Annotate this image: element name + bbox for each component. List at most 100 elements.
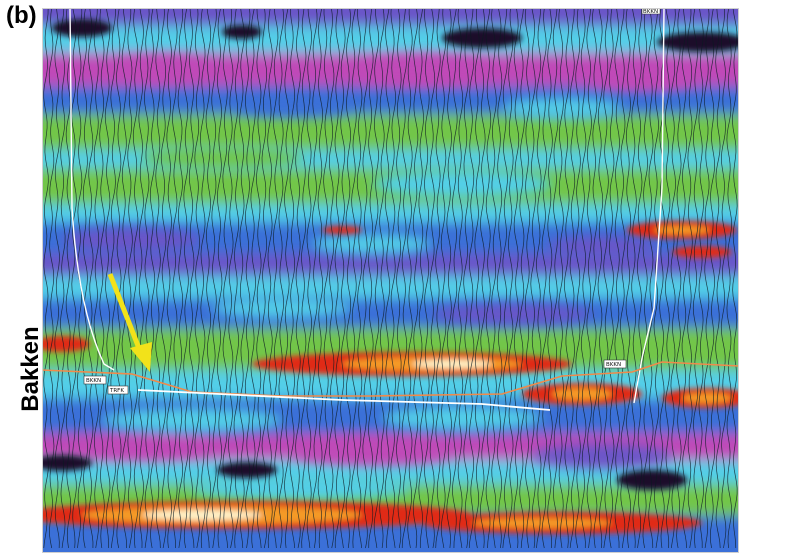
formation-label-text: Bakken <box>17 326 44 412</box>
wiggle-trace <box>65 8 72 549</box>
wiggle-trace <box>586 8 592 549</box>
wiggle-trace <box>317 8 324 549</box>
wiggle-trace <box>608 8 615 549</box>
wiggle-trace <box>580 8 587 549</box>
horizon-tag-bkkn-right: BKKN <box>603 359 627 369</box>
wiggle-trace <box>289 8 296 549</box>
wiggle-trace <box>457 8 464 549</box>
wiggle-trace <box>541 8 548 549</box>
wiggle-trace <box>205 8 212 549</box>
wiggle-trace <box>636 8 643 549</box>
wiggle-trace <box>485 8 492 549</box>
wiggle-trace <box>228 8 234 549</box>
wiggle-trace <box>261 8 268 549</box>
wiggle-trace <box>412 8 419 549</box>
wiggle-trace <box>121 8 128 549</box>
seismic-section: BKKN BKKN TRFK BKKN <box>42 8 739 553</box>
wiggle-trace <box>648 8 654 549</box>
yellow-arrow <box>107 273 152 372</box>
wiggle-trace <box>692 8 699 549</box>
wiggle-trace <box>351 8 357 549</box>
wiggle-trace <box>284 8 290 549</box>
wiggle-trace <box>698 8 704 549</box>
wiggle-trace <box>732 8 738 549</box>
wiggle-trace <box>306 8 312 549</box>
svg-text:TRFK: TRFK <box>109 388 124 394</box>
wiggle-trace <box>480 8 486 549</box>
wiggle-trace <box>452 8 458 549</box>
wiggle-trace <box>552 8 559 549</box>
wiggle-trace <box>720 8 727 549</box>
wiggle-trace <box>502 8 508 549</box>
wiggle-trace <box>592 8 598 549</box>
wiggle-trace <box>536 8 542 549</box>
wiggle-trace <box>116 8 122 549</box>
wiggle-trace <box>530 8 536 549</box>
wiggle-trace <box>558 8 564 549</box>
wiggle-trace <box>104 8 111 549</box>
wiggle-trace <box>239 8 245 549</box>
wiggle-trace <box>564 8 570 549</box>
wiggle-trace <box>664 8 671 549</box>
wiggle-trace <box>54 8 60 549</box>
wiggle-trace <box>424 8 430 549</box>
wiggle-trace <box>60 8 66 549</box>
wiggle-trace <box>407 8 413 549</box>
wiggle-trace <box>48 8 55 549</box>
wiggle-trace <box>340 8 346 549</box>
wiggle-trace <box>625 8 632 549</box>
wiggle-trace <box>155 8 161 549</box>
well-top-marker-label: BKKN <box>643 9 658 15</box>
wiggle-trace <box>614 8 620 549</box>
wiggle-trace <box>446 8 452 549</box>
wiggle-trace <box>468 8 475 549</box>
wiggle-trace <box>345 8 352 549</box>
section-frame <box>42 8 739 553</box>
wiggle-trace <box>681 8 688 549</box>
horizon-tag-trfk-left: TRFK <box>107 385 129 395</box>
wiggle-trace <box>508 8 514 549</box>
wiggle-trace <box>323 8 329 549</box>
wiggle-trace <box>144 8 150 549</box>
wiggle-trace <box>373 8 380 549</box>
wiggle-trace <box>127 8 133 549</box>
wiggle-trace <box>149 8 156 549</box>
wiggle-trace <box>496 8 503 549</box>
wiggle-trace <box>188 8 195 549</box>
wiggle-trace <box>513 8 520 549</box>
wiggle-trace <box>547 8 553 549</box>
wiggle-trace <box>200 8 206 549</box>
wiggle-trace <box>362 8 368 549</box>
wiggle-trace <box>401 8 408 549</box>
wiggle-trace <box>435 8 441 549</box>
wiggle-trace <box>631 8 637 549</box>
svg-text:BKKN: BKKN <box>86 378 101 384</box>
wiggle-trace <box>334 8 340 549</box>
wiggle-trace <box>256 8 262 549</box>
wiggle-trace <box>222 8 228 549</box>
wiggle-trace <box>384 8 391 549</box>
wiggle-trace <box>172 8 178 549</box>
wiggle-trace <box>569 8 576 549</box>
wiggle-trace <box>267 8 273 549</box>
wiggle-trace <box>138 8 144 549</box>
wiggle-trace <box>93 8 100 549</box>
well-top-marker <box>641 8 661 15</box>
wiggle-trace <box>474 8 480 549</box>
wiggle-trace <box>726 8 732 549</box>
wiggle-trace <box>368 8 374 549</box>
well-path-right <box>633 8 665 404</box>
wiggle-trace <box>715 8 721 549</box>
wiggle-trace <box>166 8 172 549</box>
wiggle-trace <box>295 8 301 549</box>
wiggle-trace <box>82 8 88 549</box>
wiggle-trace <box>216 8 223 549</box>
wiggle-trace <box>211 8 217 549</box>
horizon-tfrk-white <box>137 389 551 411</box>
wiggle-traces <box>43 8 738 549</box>
wiggle-trace <box>704 8 710 549</box>
horizon-tag-bkkn-left: BKKN <box>83 375 107 385</box>
wiggle-trace <box>575 8 581 549</box>
wiggle-trace <box>244 8 251 549</box>
amplitude-patches <box>62 56 697 500</box>
